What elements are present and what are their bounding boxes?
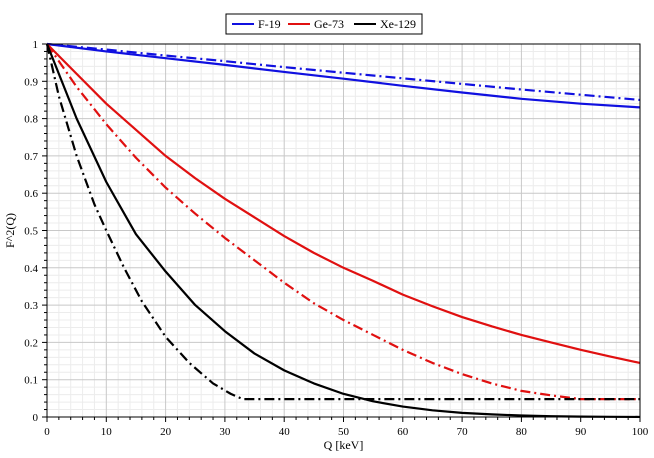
- series-layer: [45, 42, 641, 419]
- series-line-ge73-dashdot: [46, 43, 640, 401]
- ticks-layer: 0 10 20 30 40 50 60 70 80 90 100 0 0.1 0.2 0.3 0.4 0.5 0.…: [24, 39, 649, 438]
- y-tick-label: 0.3: [24, 300, 38, 312]
- x-tick-label: 70: [457, 426, 469, 438]
- x-tick-label: 100: [632, 426, 649, 438]
- x-tick-label: 10: [101, 426, 113, 438]
- legend: F-19 Ge-73 Xe-129: [225, 13, 423, 35]
- y-tick-label: 0.9: [24, 76, 38, 88]
- x-tick-label: 90: [575, 426, 587, 438]
- legend-item-xe129: Xe-129: [354, 17, 416, 31]
- y-tick-label: 0.7: [24, 151, 38, 163]
- x-tick-label: 30: [219, 426, 231, 438]
- y-tick-label: 0.1: [24, 375, 38, 387]
- legend-label-f19: F-19: [258, 17, 281, 31]
- y-tick-label: 0.6: [24, 188, 38, 200]
- y-tick-label: 0.8: [24, 114, 38, 126]
- y-tick-label: 1: [33, 39, 39, 51]
- x-tick-label: 80: [516, 426, 528, 438]
- series-line-xe129-solid: [45, 43, 641, 419]
- legend-item-ge73: Ge-73: [288, 17, 344, 31]
- x-tick-label: 40: [279, 426, 291, 438]
- y-tick-label: 0.5: [24, 226, 38, 238]
- series-line-ge73-solid: [46, 43, 641, 364]
- legend-label-ge73: Ge-73: [314, 17, 344, 31]
- x-tick-label: 60: [397, 426, 409, 438]
- y-tick-label: 0: [33, 412, 39, 424]
- legend-label-xe129: Xe-129: [380, 17, 416, 31]
- series-line-f19-solid: [46, 42, 641, 109]
- x-tick-label: 20: [160, 426, 172, 438]
- y-tick-label: 0.2: [24, 337, 38, 349]
- y-tick-label: 0.4: [24, 263, 38, 275]
- x-axis-title: Q [keV]: [324, 438, 364, 452]
- legend-box: [225, 13, 423, 35]
- x-tick-label: 0: [44, 426, 50, 438]
- x-tick-label: 50: [338, 426, 350, 438]
- y-axis-title: F^2(Q): [3, 213, 17, 248]
- legend-item-f19: F-19: [232, 17, 281, 31]
